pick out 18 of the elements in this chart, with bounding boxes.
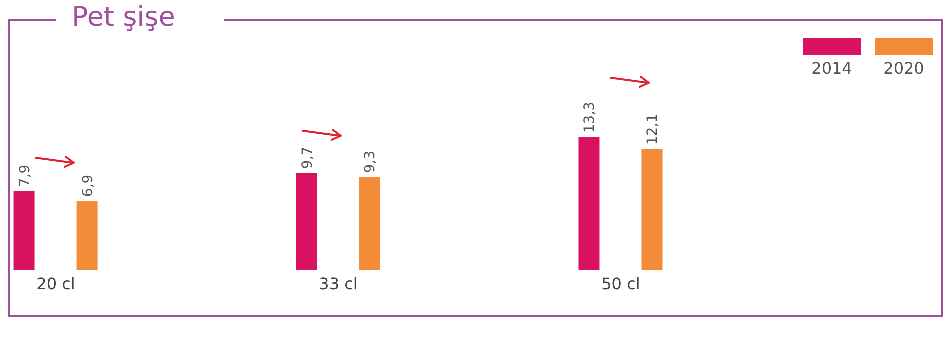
x-tick-label: 20 cl — [36, 274, 76, 294]
legend-label: 2014 — [812, 59, 852, 78]
data-label: 12,1 — [645, 114, 662, 146]
bar — [578, 137, 600, 270]
data-label: 6,9 — [80, 174, 96, 198]
bar — [76, 201, 98, 270]
data-label: 13,3 — [582, 102, 598, 134]
data-label: 9,3 — [362, 150, 379, 174]
chart-title: Pet şişe — [72, 2, 176, 33]
x-tick-label: 33 cl — [319, 274, 358, 294]
bar — [642, 149, 663, 270]
legend-label: 2020 — [884, 59, 924, 78]
bar — [359, 177, 380, 270]
bar — [296, 173, 318, 270]
data-label: 9,7 — [300, 146, 316, 170]
bar — [14, 191, 35, 270]
data-label: 7,9 — [17, 164, 34, 188]
x-tick-label: 50 cl — [602, 274, 640, 294]
